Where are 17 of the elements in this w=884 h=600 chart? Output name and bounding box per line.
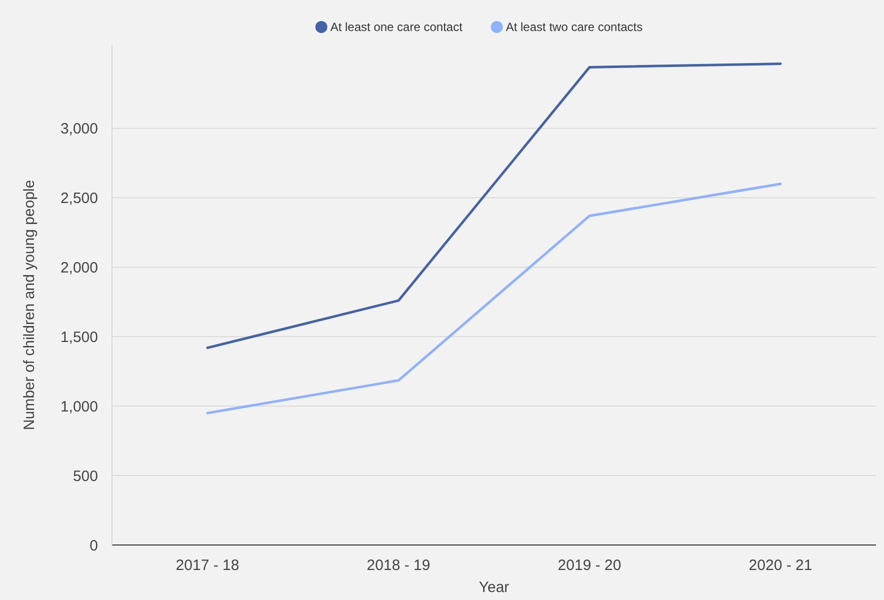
x-tick-label: 2018 - 19 xyxy=(366,557,430,574)
legend-label: At least two care contacts xyxy=(506,20,643,34)
line-series xyxy=(206,182,782,414)
line-series xyxy=(206,62,782,350)
y-axis-title: Number of children and young people xyxy=(21,180,38,430)
y-tick-label: 2,000 xyxy=(60,259,98,276)
y-tick-label: 3,000 xyxy=(60,120,98,138)
x-tick-label: 2017 - 18 xyxy=(176,557,240,574)
y-tick-label: 2,500 xyxy=(60,190,98,208)
x-axis-title: Year xyxy=(478,579,510,596)
y-tick-label: 1,500 xyxy=(60,328,98,346)
y-tick-label: 0 xyxy=(90,537,98,554)
y-tick-label: 500 xyxy=(72,468,98,485)
x-tick-label: 2020 - 21 xyxy=(748,557,812,574)
legend-label: At least one care contact xyxy=(330,20,464,34)
y-tick-label: 1,000 xyxy=(60,398,98,416)
x-tick-label: 2019 - 20 xyxy=(558,557,622,574)
